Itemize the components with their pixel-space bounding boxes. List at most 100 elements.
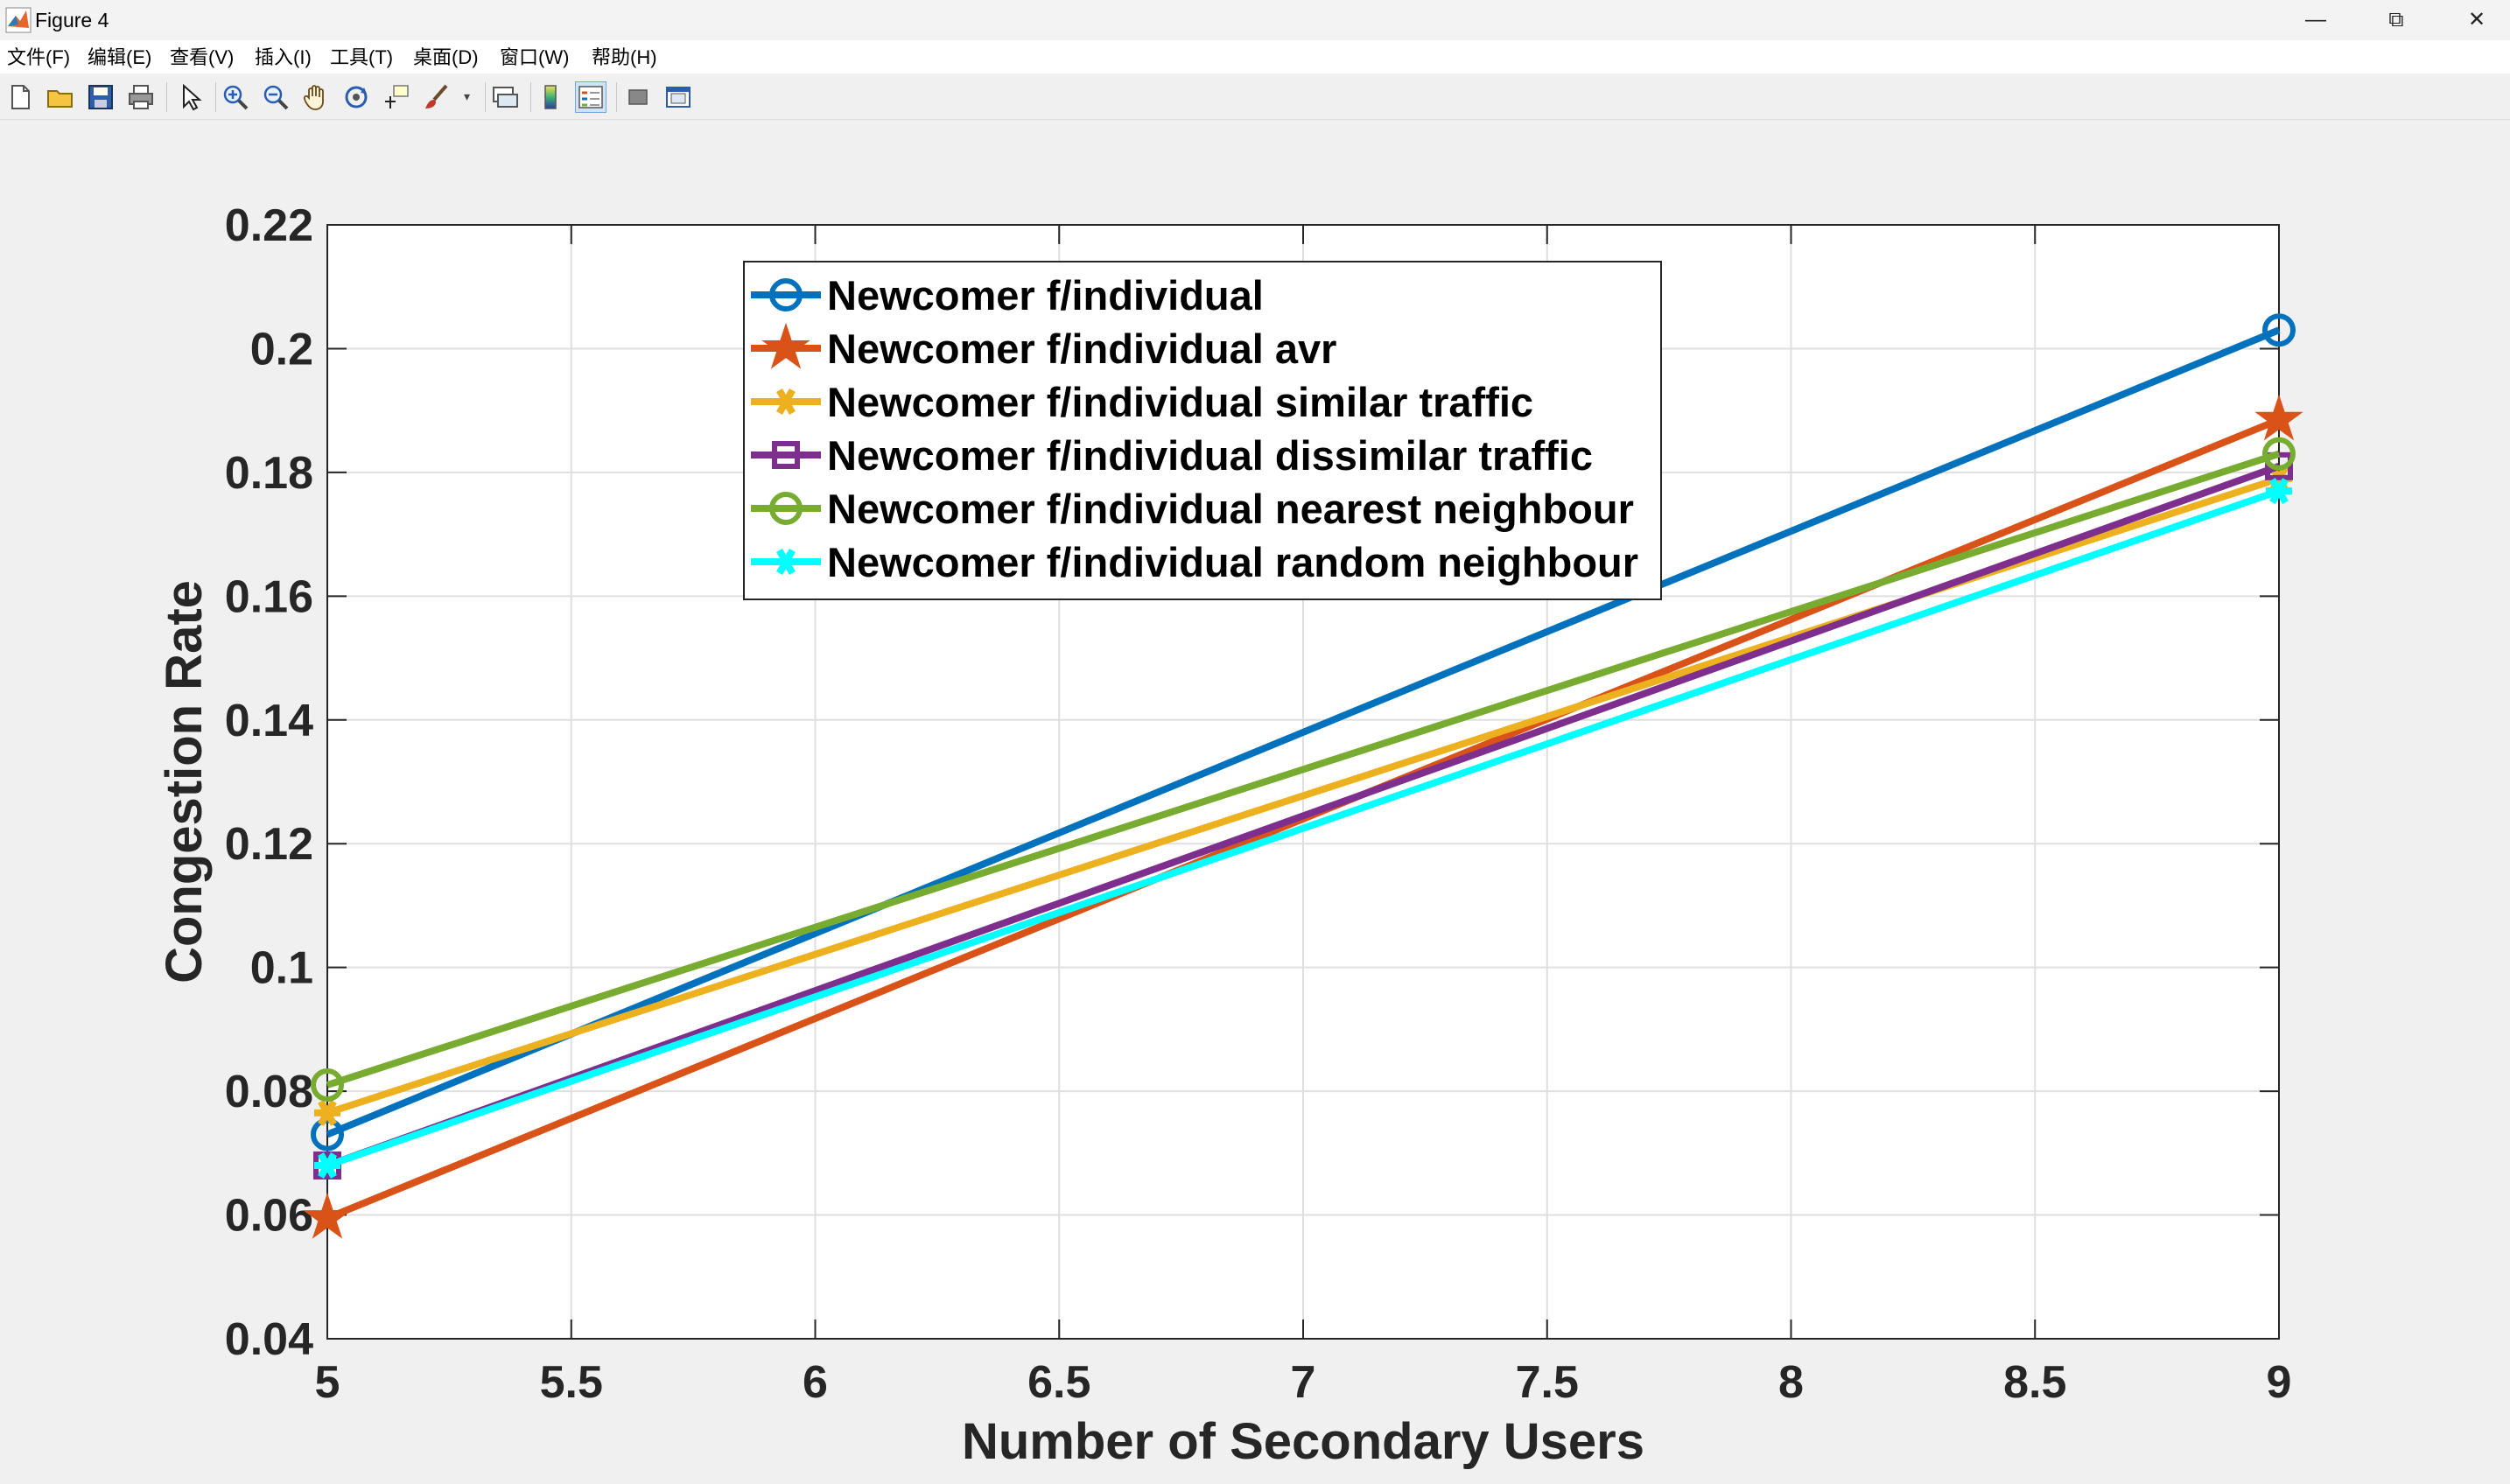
brush-dropdown-icon[interactable]: ▾	[464, 89, 471, 103]
legend-label: Newcomer f/individual random neighbour	[827, 539, 1638, 585]
y-tick-label: 0.16	[225, 571, 313, 622]
menu-tools[interactable]: 工具(T)	[330, 46, 394, 68]
legend-label: Newcomer f/individual avr	[827, 326, 1336, 372]
series-5	[311, 437, 2296, 1102]
toolbar-separator	[215, 82, 216, 112]
x-tick-label: 9	[2267, 1357, 2292, 1408]
legend-entry: Newcomer f/individual dissimilar traffic	[751, 432, 1593, 479]
data-cursor-icon[interactable]	[382, 82, 411, 112]
data-point-marker	[303, 1192, 352, 1239]
series-6	[314, 478, 2292, 1179]
legend-box	[743, 261, 1662, 600]
print-icon[interactable]	[126, 82, 156, 112]
pointer-icon[interactable]	[175, 82, 205, 112]
toolbar-separator	[530, 82, 531, 112]
hide-plot-tools-icon[interactable]	[623, 82, 653, 112]
data-point-marker	[314, 1099, 340, 1126]
data-point-marker	[2262, 437, 2296, 471]
axes: 5 5.5 6 6.5 7 7.5 8 8.5 9 0.04 0.06 0.08 0.1 0.12 0.14…	[156, 200, 2303, 1470]
window-title: Figure 4	[35, 9, 109, 32]
toolbar-separator	[166, 82, 167, 112]
y-tick-label: 0.04	[225, 1314, 313, 1365]
asterisk-stroke	[318, 1152, 337, 1179]
y-tick-label: 0.2	[250, 324, 313, 374]
menu-view[interactable]: 查看(V)	[170, 46, 235, 68]
x-tick-label: 7	[1291, 1357, 1316, 1408]
menu-help[interactable]: 帮助(H)	[592, 46, 657, 68]
y-tick-label: 0.08	[225, 1067, 313, 1117]
link-plot-icon[interactable]	[490, 82, 520, 112]
matlab-logo-icon	[5, 7, 32, 33]
series-line	[326, 463, 2281, 1169]
toolbar-separator	[485, 82, 486, 112]
legend-label: Newcomer f/individual similar traffic	[827, 379, 1533, 425]
legend: Newcomer f/individual Newcomer f/individu…	[743, 261, 1662, 600]
legend-marker	[773, 549, 799, 575]
x-tick-label: 6.5	[1027, 1357, 1090, 1408]
menu-insert[interactable]: 插入(I)	[255, 46, 312, 68]
y-tick-label: 0.14	[225, 696, 313, 746]
legend-marker	[772, 441, 800, 469]
rotate-3d-icon[interactable]	[341, 82, 371, 112]
menu-bar: 文件(F) 编辑(E) 查看(V) 插入(I) 工具(T) 桌面(D) 窗口(W…	[0, 40, 2510, 100]
new-figure-icon[interactable]	[5, 82, 35, 112]
save-icon[interactable]	[86, 82, 116, 112]
toolbar: ▾	[0, 74, 2510, 120]
series-1	[311, 313, 2296, 1152]
series-line	[326, 450, 2281, 1088]
data-point-marker	[2266, 478, 2292, 505]
y-tick-label: 0.06	[225, 1191, 313, 1242]
menu-edit[interactable]: 编辑(E)	[88, 46, 152, 68]
asterisk-stroke	[776, 388, 796, 415]
maximize-button[interactable]: ⧉	[2388, 8, 2404, 32]
legend-entry: Newcomer f/individual	[751, 272, 1264, 318]
y-tick-label: 0.1	[250, 943, 313, 994]
data-point-marker	[2262, 313, 2296, 347]
legend-label: Newcomer f/individual dissimilar traffic	[827, 432, 1593, 479]
figure-canvas: 5 5.5 6 6.5 7 7.5 8 8.5 9 0.04 0.06 0.08 0.1 0.12 0.14…	[0, 120, 2510, 1484]
toolbar-separator	[616, 82, 617, 112]
legend-marker	[761, 322, 810, 369]
y-axis-label: Congestion Rate	[156, 580, 213, 984]
menu-file[interactable]: 文件(F)	[7, 46, 71, 68]
x-tick-label: 5.5	[540, 1357, 603, 1408]
pan-hand-icon[interactable]	[301, 82, 331, 112]
x-tick-label: 5	[315, 1357, 340, 1408]
legend-marker	[773, 388, 799, 415]
data-point-marker	[2254, 394, 2303, 441]
x-tick-label: 7.5	[1516, 1357, 1579, 1408]
y-tick-label: 0.22	[225, 200, 313, 251]
legend-marker	[769, 278, 803, 312]
open-folder-icon[interactable]	[46, 82, 75, 112]
legend-entry: Newcomer f/individual nearest neighbour	[751, 486, 1634, 532]
legend-icon[interactable]	[575, 81, 606, 113]
menu-window[interactable]: 窗口(W)	[500, 46, 570, 68]
legend-marker	[769, 492, 803, 525]
data-point-marker	[311, 1068, 344, 1102]
brush-icon[interactable]	[422, 82, 452, 112]
legend-label: Newcomer f/individual	[827, 272, 1264, 318]
y-tick-label: 0.18	[225, 448, 313, 499]
series-line	[326, 487, 2281, 1169]
series-line	[326, 326, 2281, 1138]
asterisk-stroke	[776, 549, 796, 575]
legend-entry: Newcomer f/individual random neighbour	[751, 539, 1638, 585]
colorbar-icon[interactable]	[536, 82, 565, 112]
data-point-marker	[314, 1152, 340, 1179]
y-tick-label: 0.12	[225, 819, 313, 870]
legend-entry: Newcomer f/individual similar traffic	[751, 379, 1533, 425]
legend-entry: Newcomer f/individual avr	[751, 322, 1336, 372]
minimize-button[interactable]: —	[2305, 8, 2326, 32]
x-tick-label: 8.5	[2003, 1357, 2066, 1408]
menu-desktop[interactable]: 桌面(D)	[413, 46, 479, 68]
legend-label: Newcomer f/individual nearest neighbour	[827, 486, 1634, 532]
asterisk-stroke	[2269, 478, 2289, 505]
show-plot-tools-icon[interactable]	[663, 82, 693, 112]
asterisk-stroke	[318, 1099, 337, 1126]
title-bar: Figure 4 — ⧉ ✕	[0, 0, 2510, 40]
x-tick-label: 6	[803, 1357, 828, 1408]
data-point-marker	[311, 1117, 344, 1152]
close-button[interactable]: ✕	[2467, 8, 2486, 32]
zoom-out-icon[interactable]	[261, 82, 291, 112]
zoom-in-icon[interactable]	[221, 82, 250, 112]
